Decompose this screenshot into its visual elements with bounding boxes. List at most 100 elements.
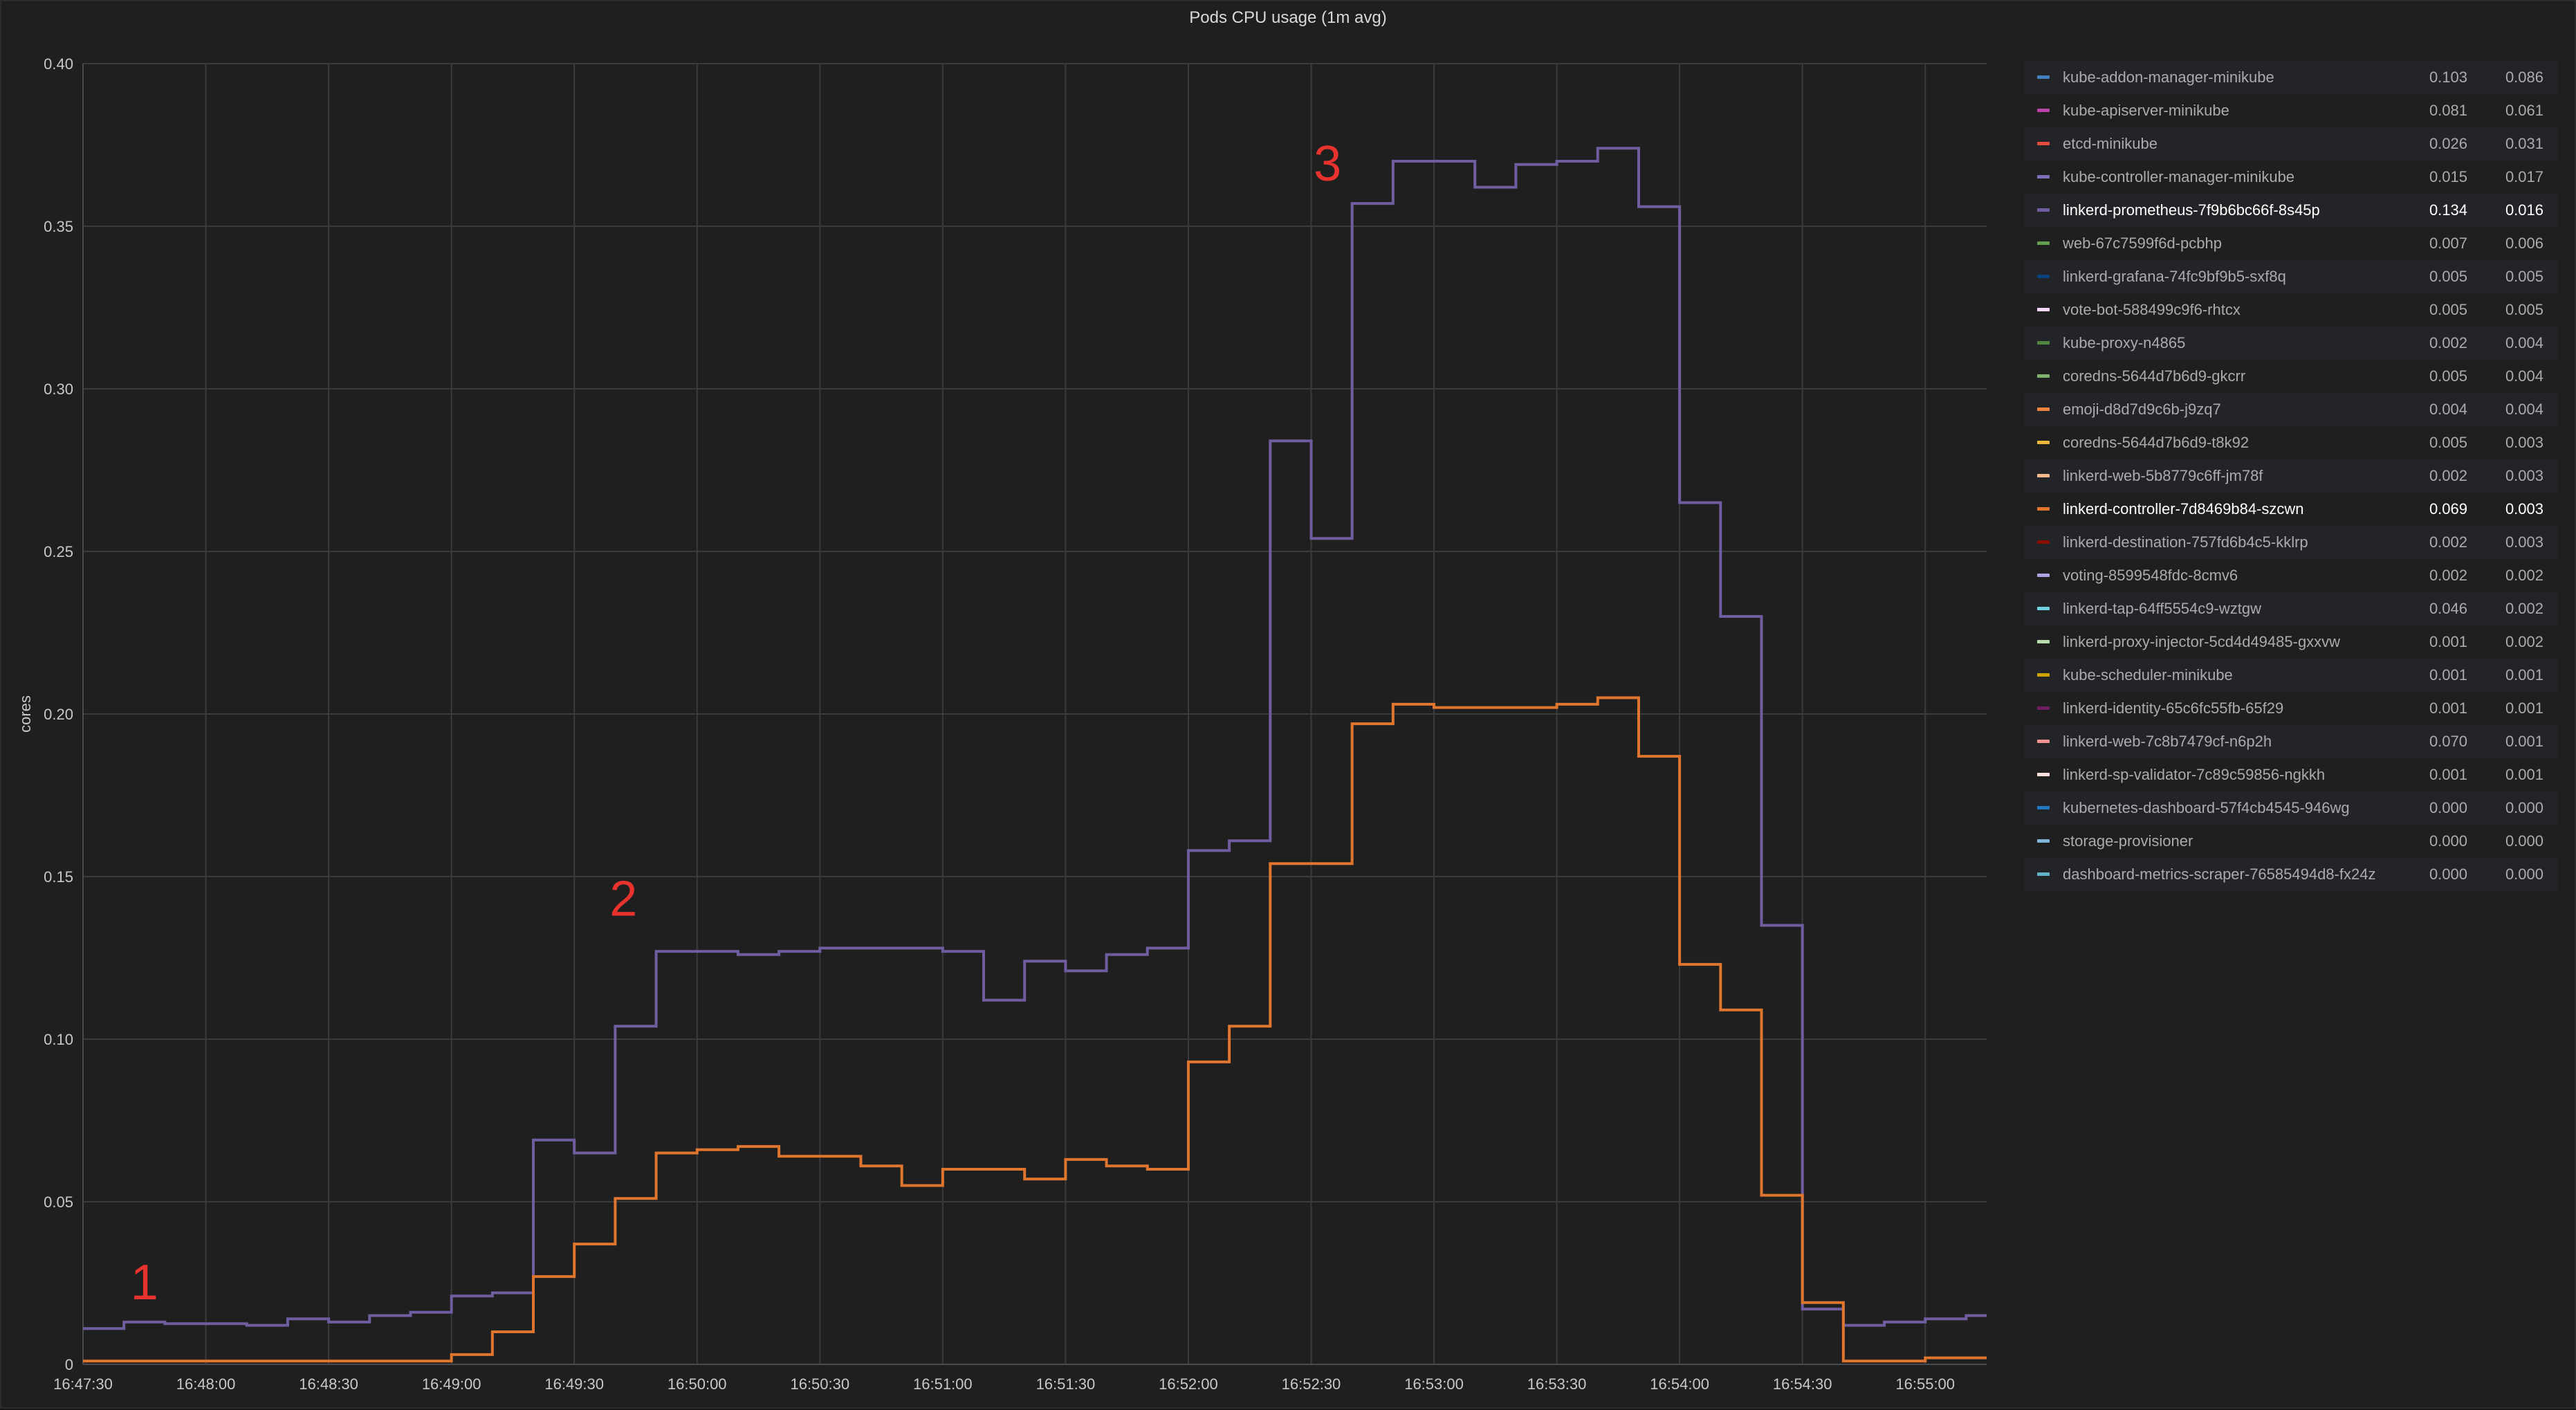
x-tick-label: 16:52:00 bbox=[1159, 1375, 1218, 1393]
legend-item[interactable]: kube-proxy-n4865 0.002 0.004 bbox=[2025, 326, 2557, 359]
legend-item[interactable]: vote-bot-588499c9f6-rhtcx 0.005 0.005 bbox=[2025, 293, 2557, 326]
legend-item[interactable]: linkerd-destination-757fd6b4c5-kklrp 0.00… bbox=[2025, 525, 2557, 558]
legend-swatch-icon[interactable] bbox=[2037, 208, 2050, 212]
legend-item[interactable]: linkerd-controller-7d8469b84-szcwn 0.069 0… bbox=[2025, 492, 2557, 525]
legend-item[interactable]: kube-scheduler-minikube 0.001 0.001 bbox=[2025, 658, 2557, 691]
legend-item-name[interactable]: linkerd-identity-65c6fc55fb-65f29 bbox=[2063, 699, 2284, 717]
legend-item-avg: 0.070 bbox=[2429, 733, 2467, 750]
x-tick-label: 16:51:30 bbox=[1036, 1375, 1096, 1393]
legend-item[interactable]: storage-provisioner 0.000 0.000 bbox=[2025, 824, 2557, 857]
legend-item[interactable]: linkerd-proxy-injector-5cd4d49485-gxxvw 0… bbox=[2025, 625, 2557, 658]
x-tick-label: 16:54:30 bbox=[1773, 1375, 1832, 1393]
legend-swatch-icon[interactable] bbox=[2037, 706, 2050, 710]
line-chart: 0 0.05 0.10 0.15 0.20 0.25 0.30 0.35 0.40 16:47:3… bbox=[17, 55, 1987, 1393]
legend-item[interactable]: etcd-minikube 0.026 0.031 bbox=[2025, 127, 2557, 160]
x-tick-label: 16:50:00 bbox=[668, 1375, 727, 1393]
legend-swatch-icon[interactable] bbox=[2037, 640, 2050, 643]
legend-swatch-icon[interactable] bbox=[2037, 740, 2050, 743]
legend-swatch-icon[interactable] bbox=[2037, 773, 2050, 776]
legend-item[interactable]: kube-addon-manager-minikube 0.103 0.086 bbox=[2025, 60, 2557, 93]
legend-swatch-icon[interactable] bbox=[2037, 607, 2050, 610]
legend-swatch-icon[interactable] bbox=[2037, 75, 2050, 79]
legend-item-current: 0.000 bbox=[2505, 832, 2543, 850]
legend-swatch-icon[interactable] bbox=[2037, 540, 2050, 544]
legend-item-name[interactable]: emoji-d8d7d9c6b-j9zq7 bbox=[2063, 401, 2221, 418]
legend-item-name[interactable]: kube-addon-manager-minikube bbox=[2063, 68, 2274, 86]
legend-swatch-icon[interactable] bbox=[2037, 175, 2050, 178]
legend-swatch-icon[interactable] bbox=[2037, 474, 2050, 477]
legend-item-avg: 0.081 bbox=[2429, 102, 2467, 119]
series-line-linkerd-controller bbox=[83, 696, 1987, 1363]
legend-item[interactable]: kubernetes-dashboard-57f4cb4545-946wg 0.0… bbox=[2025, 791, 2557, 824]
legend-item-name[interactable]: kube-proxy-n4865 bbox=[2063, 334, 2186, 351]
legend-item-name[interactable]: linkerd-sp-validator-7c89c59856-ngkkh bbox=[2063, 766, 2326, 783]
legend-item-name[interactable]: coredns-5644d7b6d9-gkcrr bbox=[2063, 367, 2246, 385]
legend-item[interactable]: voting-8599548fdc-8cmv6 0.002 0.002 bbox=[2025, 558, 2557, 592]
legend-swatch-icon[interactable] bbox=[2037, 441, 2050, 444]
legend-item-name[interactable]: linkerd-web-7c8b7479cf-n6p2h bbox=[2063, 733, 2272, 750]
legend-item-current: 0.002 bbox=[2505, 633, 2543, 650]
legend-item-avg: 0.000 bbox=[2429, 832, 2467, 850]
legend-item[interactable]: linkerd-web-5b8779c6ff-jm78f 0.002 0.003 bbox=[2025, 459, 2557, 492]
legend-swatch-icon[interactable] bbox=[2037, 142, 2050, 145]
legend-item[interactable]: coredns-5644d7b6d9-t8k92 0.005 0.003 bbox=[2025, 425, 2557, 459]
legend-swatch-icon[interactable] bbox=[2037, 308, 2050, 311]
legend-item-current: 0.002 bbox=[2505, 600, 2543, 617]
legend-item-name[interactable]: linkerd-controller-7d8469b84-szcwn bbox=[2063, 500, 2304, 518]
legend-swatch-icon[interactable] bbox=[2037, 109, 2050, 112]
legend-item-name[interactable]: voting-8599548fdc-8cmv6 bbox=[2063, 567, 2238, 584]
legend-swatch-icon[interactable] bbox=[2037, 374, 2050, 378]
legend-item[interactable]: linkerd-tap-64ff5554c9-wztgw 0.046 0.002 bbox=[2025, 592, 2557, 625]
legend-item-name[interactable]: linkerd-proxy-injector-5cd4d49485-gxxvw bbox=[2063, 633, 2341, 650]
legend-item[interactable]: linkerd-web-7c8b7479cf-n6p2h 0.070 0.001 bbox=[2025, 724, 2557, 758]
legend-item-name[interactable]: dashboard-metrics-scraper-76585494d8-fx2… bbox=[2063, 866, 2376, 883]
legend-item-name[interactable]: coredns-5644d7b6d9-t8k92 bbox=[2063, 434, 2250, 451]
y-tick-label: 0.10 bbox=[44, 1031, 73, 1048]
legend-item-name[interactable]: kube-controller-manager-minikube bbox=[2063, 168, 2295, 185]
legend-item-avg: 0.001 bbox=[2429, 699, 2467, 717]
x-tick-label: 16:52:30 bbox=[1282, 1375, 1341, 1393]
legend-item-current: 0.086 bbox=[2505, 68, 2543, 86]
legend-swatch-icon[interactable] bbox=[2037, 673, 2050, 677]
legend-item-current: 0.004 bbox=[2505, 401, 2543, 418]
x-tick-label: 16:48:00 bbox=[176, 1375, 236, 1393]
legend-swatch-icon[interactable] bbox=[2037, 507, 2050, 511]
legend-swatch-icon[interactable] bbox=[2037, 872, 2050, 876]
legend-item[interactable]: dashboard-metrics-scraper-76585494d8-fx2… bbox=[2025, 857, 2557, 890]
legend-item[interactable]: coredns-5644d7b6d9-gkcrr 0.005 0.004 bbox=[2025, 359, 2557, 392]
legend-item[interactable]: linkerd-prometheus-7f9b6bc66f-8s45p 0.134… bbox=[2025, 193, 2557, 226]
legend-swatch-icon[interactable] bbox=[2037, 806, 2050, 809]
legend-item-name[interactable]: linkerd-web-5b8779c6ff-jm78f bbox=[2063, 467, 2263, 484]
legend-item-name[interactable]: linkerd-destination-757fd6b4c5-kklrp bbox=[2063, 533, 2308, 551]
legend-item-name[interactable]: linkerd-prometheus-7f9b6bc66f-8s45p bbox=[2063, 201, 2320, 219]
legend-item-avg: 0.001 bbox=[2429, 666, 2467, 684]
legend-item-name[interactable]: linkerd-grafana-74fc9bf9b5-sxf8q bbox=[2063, 268, 2286, 285]
legend-swatch-icon[interactable] bbox=[2037, 275, 2050, 278]
legend-item-name[interactable]: kube-scheduler-minikube bbox=[2063, 666, 2233, 684]
legend-item[interactable]: emoji-d8d7d9c6b-j9zq7 0.004 0.004 bbox=[2025, 392, 2557, 425]
legend-item[interactable]: linkerd-identity-65c6fc55fb-65f29 0.001 0.… bbox=[2025, 691, 2557, 724]
legend-item[interactable]: kube-apiserver-minikube 0.081 0.061 bbox=[2025, 93, 2557, 127]
legend-item-name[interactable]: vote-bot-588499c9f6-rhtcx bbox=[2063, 301, 2241, 318]
legend-item-name[interactable]: kube-apiserver-minikube bbox=[2063, 102, 2229, 119]
legend-item-current: 0.017 bbox=[2505, 168, 2543, 185]
legend-item-avg: 0.026 bbox=[2429, 135, 2467, 152]
legend-swatch-icon[interactable] bbox=[2037, 341, 2050, 345]
legend-item-name[interactable]: etcd-minikube bbox=[2063, 135, 2158, 152]
legend-item-name[interactable]: web-67c7599f6d-pcbhp bbox=[2063, 235, 2222, 252]
legend-swatch-icon[interactable] bbox=[2037, 408, 2050, 411]
legend-item[interactable]: kube-controller-manager-minikube 0.015 0.0… bbox=[2025, 160, 2557, 193]
legend-item[interactable]: linkerd-sp-validator-7c89c59856-ngkkh 0.0… bbox=[2025, 758, 2557, 791]
legend-item-name[interactable]: storage-provisioner bbox=[2063, 832, 2193, 850]
legend-item-name[interactable]: kubernetes-dashboard-57f4cb4545-946wg bbox=[2063, 799, 2350, 816]
y-tick-label: 0.20 bbox=[44, 706, 73, 723]
legend-swatch-icon[interactable] bbox=[2037, 241, 2050, 245]
x-tick-label: 16:55:00 bbox=[1895, 1375, 1955, 1393]
legend-swatch-icon[interactable] bbox=[2037, 574, 2050, 577]
y-tick-label: 0.25 bbox=[44, 543, 73, 560]
legend-item-name[interactable]: linkerd-tap-64ff5554c9-wztgw bbox=[2063, 600, 2261, 617]
legend-item-current: 0.003 bbox=[2505, 533, 2543, 551]
legend-item[interactable]: linkerd-grafana-74fc9bf9b5-sxf8q 0.005 0.0… bbox=[2025, 259, 2557, 293]
legend-item[interactable]: web-67c7599f6d-pcbhp 0.007 0.006 bbox=[2025, 226, 2557, 259]
legend-swatch-icon[interactable] bbox=[2037, 839, 2050, 843]
